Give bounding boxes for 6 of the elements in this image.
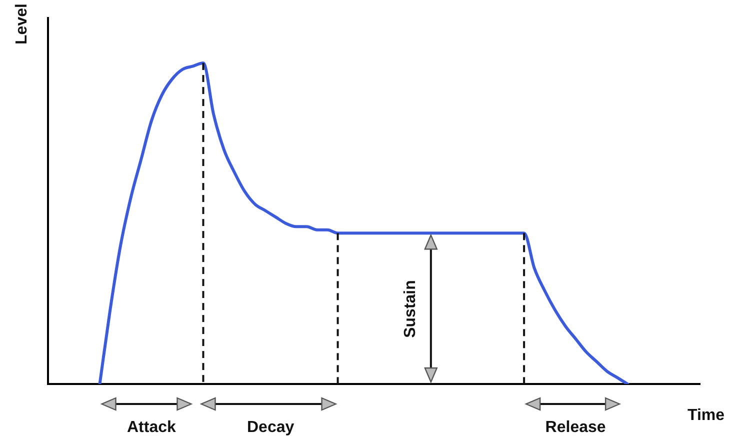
text: Decay [247,419,294,437]
y-axis-title: Level [12,4,31,44]
annotation: Sustain [402,280,420,338]
text: Release [545,419,606,437]
x-axis-title: Time [688,407,725,425]
text: Attack [126,419,176,437]
